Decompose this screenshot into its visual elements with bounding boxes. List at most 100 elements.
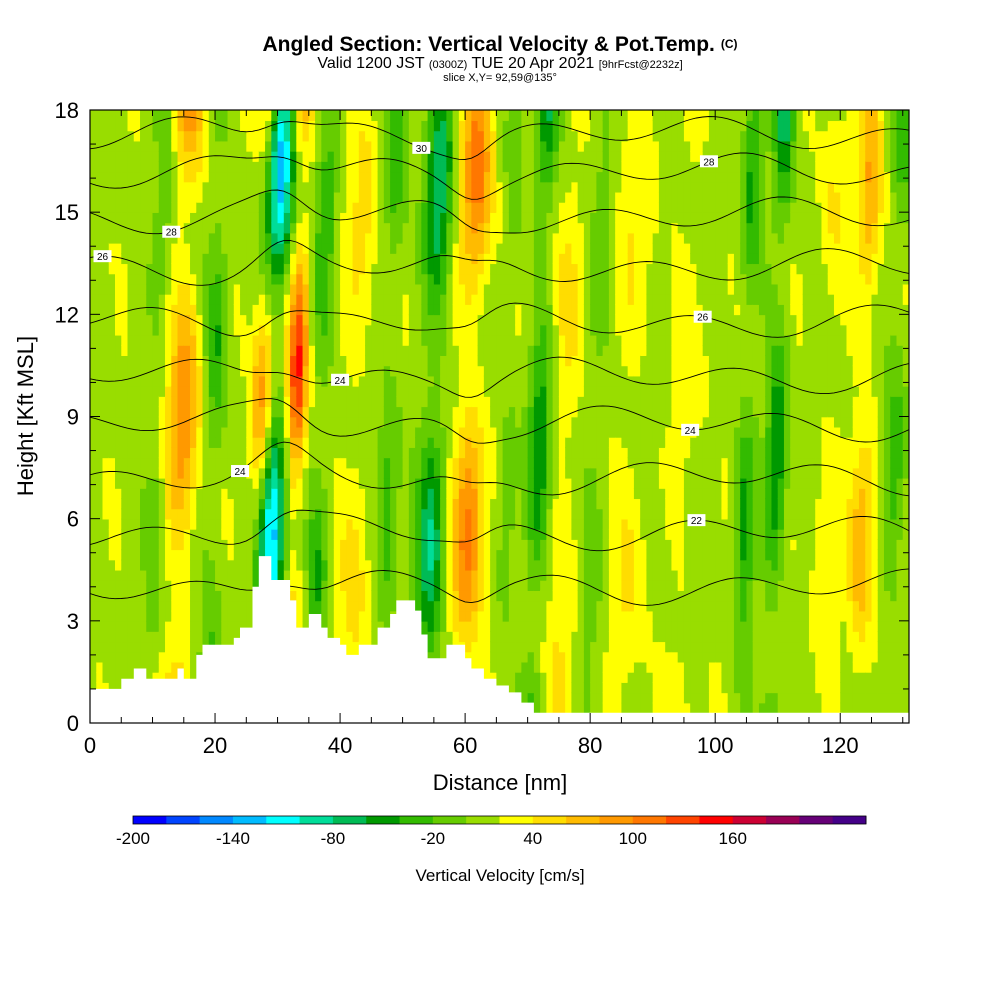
velocity-cell <box>383 334 391 346</box>
velocity-cell <box>177 304 185 316</box>
velocity-cell <box>190 334 198 346</box>
velocity-cell <box>602 150 610 162</box>
velocity-cell <box>352 590 360 602</box>
velocity-cell <box>465 620 473 632</box>
velocity-cell <box>521 140 529 152</box>
velocity-cell <box>446 120 454 132</box>
velocity-cell <box>458 528 466 540</box>
velocity-cell <box>433 569 441 581</box>
velocity-cell <box>471 498 479 510</box>
velocity-cell <box>596 447 604 459</box>
velocity-cell <box>158 201 166 213</box>
velocity-cell <box>115 508 123 520</box>
velocity-cell <box>108 610 116 622</box>
velocity-cell <box>608 702 616 714</box>
velocity-cell <box>302 447 310 459</box>
velocity-cell <box>577 365 585 377</box>
velocity-cell <box>196 528 204 540</box>
velocity-cell <box>527 283 535 295</box>
velocity-cell <box>565 201 573 213</box>
velocity-cell <box>165 273 173 285</box>
velocity-cell <box>96 508 104 520</box>
velocity-cell <box>502 498 510 510</box>
velocity-cell <box>158 610 166 622</box>
velocity-cell <box>108 232 116 244</box>
velocity-cell <box>358 324 366 336</box>
velocity-cell <box>133 120 141 132</box>
velocity-cell <box>421 344 429 356</box>
velocity-cell <box>465 539 473 551</box>
velocity-cell <box>215 344 223 356</box>
velocity-cell <box>265 406 273 418</box>
velocity-cell <box>533 579 541 591</box>
velocity-cell <box>108 120 116 132</box>
velocity-cell <box>202 171 210 183</box>
velocity-cell <box>552 334 560 346</box>
velocity-cell <box>527 600 535 612</box>
velocity-cell <box>421 253 429 265</box>
velocity-cell <box>165 212 173 224</box>
velocity-cell <box>408 396 416 408</box>
velocity-cell <box>108 559 116 571</box>
velocity-cell <box>402 365 410 377</box>
velocity-cell <box>296 191 304 203</box>
velocity-cell <box>165 263 173 275</box>
velocity-cell <box>140 385 148 397</box>
velocity-cell <box>315 171 323 183</box>
velocity-cell <box>302 467 310 479</box>
velocity-cell <box>346 508 354 520</box>
velocity-cell <box>321 467 329 479</box>
velocity-cell <box>115 518 123 530</box>
velocity-cell <box>565 569 573 581</box>
velocity-cell <box>327 161 335 173</box>
velocity-cell <box>540 253 548 265</box>
velocity-cell <box>396 242 404 254</box>
velocity-cell <box>115 631 123 643</box>
velocity-cell <box>271 161 279 173</box>
velocity-cell <box>258 232 266 244</box>
velocity-cell <box>477 426 485 438</box>
velocity-cell <box>596 610 604 622</box>
velocity-cell <box>208 273 216 285</box>
velocity-cell <box>590 661 598 673</box>
velocity-cell <box>177 406 185 418</box>
velocity-cell <box>583 671 591 683</box>
velocity-cell <box>577 212 585 224</box>
velocity-cell <box>565 590 573 602</box>
velocity-cell <box>558 201 566 213</box>
velocity-cell <box>552 682 560 694</box>
velocity-cell <box>571 222 579 234</box>
velocity-cell <box>483 161 491 173</box>
velocity-cell <box>127 283 135 295</box>
velocity-cell <box>427 344 435 356</box>
velocity-cell <box>296 355 304 367</box>
velocity-cell <box>452 498 460 510</box>
velocity-cell <box>340 518 348 530</box>
velocity-cell <box>346 396 354 408</box>
velocity-cell <box>465 631 473 643</box>
velocity-cell <box>202 293 210 305</box>
velocity-cell <box>558 314 566 326</box>
velocity-cell <box>133 610 141 622</box>
velocity-cell <box>208 579 216 591</box>
velocity-cell <box>427 140 435 152</box>
velocity-cell <box>171 120 179 132</box>
velocity-cell <box>496 293 504 305</box>
velocity-cell <box>571 314 579 326</box>
velocity-cell <box>90 273 98 285</box>
velocity-cell <box>90 140 98 152</box>
velocity-cell <box>558 355 566 367</box>
velocity-cell <box>190 508 198 520</box>
velocity-cell <box>290 579 298 591</box>
velocity-cell <box>602 375 610 387</box>
velocity-cell <box>190 324 198 336</box>
velocity-cell <box>502 447 510 459</box>
velocity-cell <box>415 467 423 479</box>
velocity-cell <box>452 283 460 295</box>
velocity-cell <box>527 324 535 336</box>
velocity-cell <box>90 539 98 551</box>
velocity-cell <box>171 171 179 183</box>
velocity-cell <box>477 600 485 612</box>
velocity-cell <box>533 549 541 561</box>
velocity-cell <box>421 396 429 408</box>
